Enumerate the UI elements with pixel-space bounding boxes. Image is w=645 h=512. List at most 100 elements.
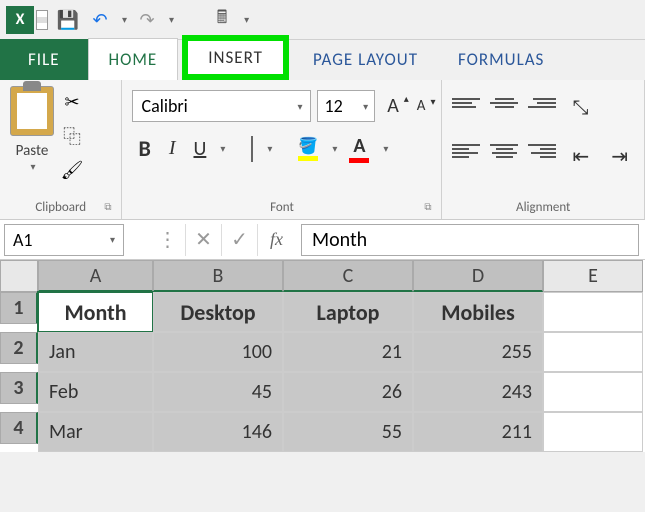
row-header-3[interactable]: 3 — [0, 372, 38, 404]
formula-input[interactable]: Month — [301, 224, 639, 256]
fill-color-button[interactable]: 🪣 — [292, 132, 324, 165]
cell-a4[interactable]: Mar — [38, 412, 153, 452]
formula-expand-button[interactable]: ⋮ — [150, 224, 186, 256]
name-box-dropdown-icon: ▾ — [110, 233, 115, 246]
font-launcher-icon[interactable]: ⧉ — [424, 200, 431, 213]
cell-c1[interactable]: Laptop — [283, 292, 413, 332]
alignment-group-label: Alignment — [452, 196, 634, 217]
cell-d4[interactable]: 211 — [413, 412, 543, 452]
col-header-e[interactable]: E — [543, 260, 643, 292]
formula-bar: A1 ▾ ⋮ ✕ ✓ fx Month — [0, 220, 645, 260]
increase-indent-button[interactable]: ⇥ — [605, 140, 634, 173]
copy-icon[interactable]: ⿻ — [60, 124, 84, 148]
cell-b2[interactable]: 100 — [153, 332, 283, 372]
align-bottom-button[interactable] — [528, 92, 556, 114]
align-top-button[interactable] — [452, 92, 480, 114]
clipboard-icon — [10, 86, 54, 136]
border-button[interactable] — [245, 133, 259, 165]
excel-cells-icon — [36, 10, 48, 30]
col-header-a[interactable]: A — [38, 260, 153, 292]
col-header-b[interactable]: B — [153, 260, 283, 292]
row-header-2[interactable]: 2 — [0, 332, 38, 364]
excel-logo-icon — [6, 6, 34, 34]
clipboard-launcher-icon[interactable]: ⧉ — [104, 200, 111, 213]
font-group-label: Font ⧉ — [132, 196, 431, 217]
tab-home[interactable]: HOME — [88, 38, 179, 80]
paste-button[interactable]: Paste ▾ — [10, 86, 54, 196]
font-name-dropdown-icon: ▾ — [297, 100, 302, 113]
qat-customize-icon[interactable]: ▾ — [244, 13, 249, 26]
cell-d2[interactable]: 255 — [413, 332, 543, 372]
clipboard-group-label: Clipboard ⧉ — [10, 196, 111, 217]
font-group: Calibri ▾ 12 ▾ A A B I U ▾ ▾ — [122, 80, 442, 219]
cell-e4[interactable] — [543, 412, 643, 452]
undo-dropdown-icon[interactable]: ▾ — [122, 13, 127, 26]
align-left-button[interactable] — [452, 140, 480, 162]
alignment-group: ⤡ ⇤ ⇥ Alignment — [442, 80, 645, 219]
confirm-button[interactable]: ✓ — [222, 224, 258, 256]
row-header-1[interactable]: 1 — [0, 292, 38, 324]
bold-button[interactable]: B — [132, 131, 156, 166]
cell-d3[interactable]: 243 — [413, 372, 543, 412]
cell-e1[interactable] — [543, 292, 643, 332]
save-icon[interactable]: 💾 — [56, 8, 80, 32]
grow-font-button[interactable]: A — [381, 90, 405, 122]
cell-e2[interactable] — [543, 332, 643, 372]
underline-button[interactable]: U — [187, 133, 212, 165]
font-size-select[interactable]: 12 ▾ — [317, 90, 375, 122]
bucket-icon: 🪣 — [298, 136, 318, 156]
cell-b1[interactable]: Desktop — [153, 292, 283, 332]
cell-c4[interactable]: 55 — [283, 412, 413, 452]
cut-icon[interactable]: ✂ — [60, 90, 84, 114]
fill-color-bar — [298, 156, 318, 161]
name-box[interactable]: A1 ▾ — [4, 224, 124, 256]
font-name-select[interactable]: Calibri ▾ — [132, 90, 311, 122]
align-middle-button[interactable] — [490, 92, 518, 114]
cell-c3[interactable]: 26 — [283, 372, 413, 412]
cell-a2[interactable]: Jan — [38, 332, 153, 372]
cell-b3[interactable]: 45 — [153, 372, 283, 412]
ribbon-body: Paste ▾ ✂ ⿻ 🖌 Clipboard ⧉ Calibri ▾ 12 — [0, 80, 645, 220]
cell-d1[interactable]: Mobiles — [413, 292, 543, 332]
fx-icon[interactable]: fx — [258, 229, 295, 250]
underline-dropdown-icon[interactable]: ▾ — [220, 142, 225, 155]
cell-c2[interactable]: 21 — [283, 332, 413, 372]
clipboard-group: Paste ▾ ✂ ⿻ 🖌 Clipboard ⧉ — [0, 80, 122, 219]
paste-dropdown-icon[interactable]: ▾ — [30, 160, 35, 173]
align-center-button[interactable] — [490, 140, 518, 162]
quick-access-toolbar: 💾 ↶ ▾ ↷ ▾ 🖩 ▾ — [0, 0, 645, 40]
name-box-value: A1 — [13, 229, 33, 251]
spreadsheet-grid: A B C D E 1 Month Desktop Laptop Mobiles… — [0, 260, 645, 452]
tab-insert[interactable]: INSERT — [182, 35, 289, 80]
select-all-corner[interactable] — [0, 260, 38, 292]
undo-icon[interactable]: ↶ — [88, 8, 112, 32]
cancel-button[interactable]: ✕ — [186, 224, 222, 256]
decrease-indent-button[interactable]: ⇤ — [566, 140, 595, 173]
tab-file[interactable]: FILE — [0, 39, 88, 80]
tab-page-layout[interactable]: PAGE LAYOUT — [293, 39, 438, 80]
font-color-a: A — [353, 134, 365, 158]
cell-e3[interactable] — [543, 372, 643, 412]
fill-dropdown-icon[interactable]: ▾ — [332, 142, 337, 155]
redo-dropdown-icon[interactable]: ▾ — [169, 13, 174, 26]
border-dropdown-icon[interactable]: ▾ — [267, 142, 272, 155]
font-color-button[interactable]: A — [343, 130, 375, 167]
calculator-icon[interactable]: 🖩 — [210, 8, 234, 32]
cell-b4[interactable]: 146 — [153, 412, 283, 452]
shrink-font-button[interactable]: A — [411, 93, 432, 119]
align-right-button[interactable] — [528, 140, 556, 162]
row-header-4[interactable]: 4 — [0, 412, 38, 444]
cell-a3[interactable]: Feb — [38, 372, 153, 412]
font-size-value: 12 — [324, 95, 342, 117]
italic-button[interactable]: I — [163, 133, 182, 164]
font-color-dropdown-icon[interactable]: ▾ — [383, 142, 388, 155]
orientation-button[interactable]: ⤡ — [566, 92, 594, 124]
col-header-d[interactable]: D — [413, 260, 543, 292]
font-size-dropdown-icon: ▾ — [363, 100, 368, 113]
tab-formulas[interactable]: FORMULAS — [438, 39, 564, 80]
format-painter-icon[interactable]: 🖌 — [60, 158, 84, 182]
redo-icon[interactable]: ↷ — [135, 8, 159, 32]
col-header-c[interactable]: C — [283, 260, 413, 292]
font-name-value: Calibri — [141, 95, 187, 117]
cell-a1[interactable]: Month — [38, 292, 153, 332]
